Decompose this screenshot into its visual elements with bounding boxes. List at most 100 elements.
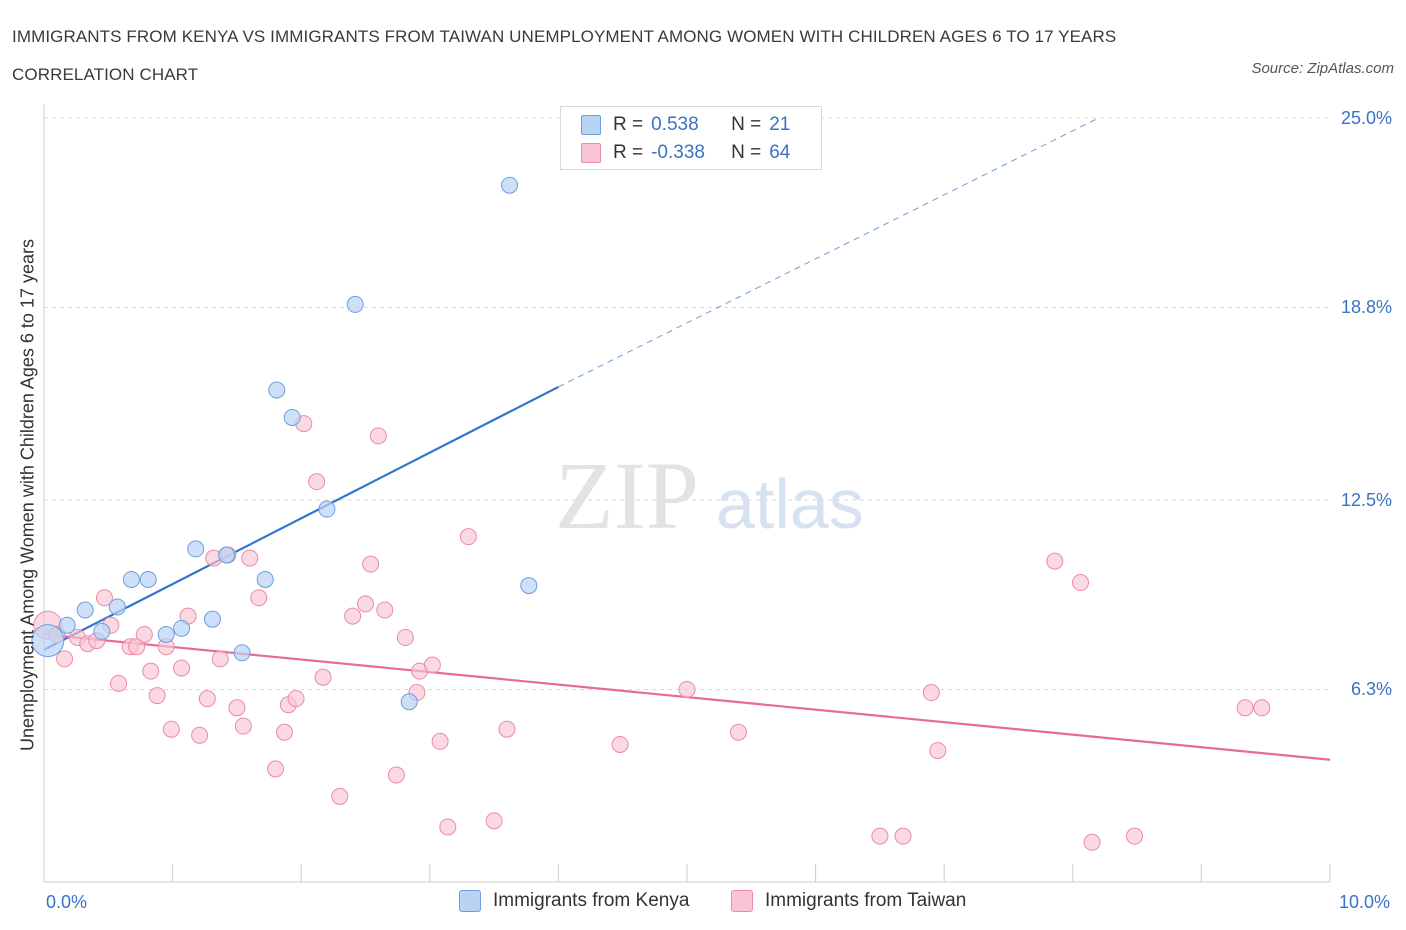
taiwan-point [1126,827,1144,845]
taiwan-point [611,735,629,753]
taiwan-point [266,760,284,778]
taiwan-point [369,427,387,445]
kenya-point [139,570,157,588]
taiwan-point [459,528,477,546]
y-tick-label: 18.8% [1340,297,1392,318]
taiwan-point [331,787,349,805]
legend-n-value: 64 [769,142,791,163]
taiwan-point [1236,699,1254,717]
taiwan-point [344,607,362,625]
taiwan-point [376,601,394,619]
kenya-point [157,625,175,643]
kenya-point [346,295,364,313]
kenya-point [203,610,221,628]
kenya-trend-extension [558,117,1099,388]
taiwan-point [362,555,380,573]
taiwan-point [148,687,166,705]
watermark-atlas: atlas [716,465,864,543]
taiwan-point [357,595,374,613]
taiwan-point [287,690,305,708]
legend-swatch-taiwan [581,143,601,163]
x-tick-label-min: 0.0% [46,892,88,912]
y-tick-label: 12.5% [1340,490,1392,510]
legend-r-label: R = [613,114,644,135]
y-tick-label: 6.3% [1350,679,1392,700]
kenya-point [501,176,519,194]
taiwan-point [1046,552,1064,570]
taiwan-point [128,638,146,656]
taiwan-point [228,699,246,717]
taiwan-point [1253,699,1271,717]
taiwan-point [211,650,229,668]
kenya-point [58,616,76,634]
watermark: ZIP atlas [555,442,864,549]
bottom-legend-swatch-kenya [459,890,481,912]
bottom-legend-swatch-taiwan [731,890,753,912]
taiwan-point [871,827,889,845]
legend-r-value: -0.338 [651,142,705,163]
taiwan-point [234,717,252,735]
taiwan-point [142,662,160,680]
taiwan-point [191,726,209,744]
taiwan-point [929,742,947,760]
taiwan-point [431,732,449,750]
kenya-point [520,577,538,595]
taiwan-point [485,812,503,830]
grid-lines [44,117,1330,690]
y-axis-label: Unemployment Among Women with Children A… [17,239,38,751]
kenya-trend-line [43,385,559,651]
kenya-point [256,570,274,588]
taiwan-point [314,668,332,686]
legend-row-taiwan: R = -0.338 N = 64 [581,141,790,165]
correlation-legend: R = 0.538 N = 21 R = -0.338 N = 64 [560,106,822,170]
legend-r-label: R = [613,142,644,163]
legend-r-value: 0.538 [651,114,699,135]
axes [43,104,1331,883]
taiwan-point [1072,574,1090,592]
kenya-point [108,598,126,616]
taiwan-point [387,766,405,784]
watermark-zip: ZIP [555,442,699,549]
taiwan-point [308,473,326,491]
taiwan-point [56,650,74,668]
trend-lines [43,117,1331,761]
kenya-point [173,619,191,637]
kenya-point [187,540,205,558]
legend-swatch-kenya [581,115,601,135]
taiwan-point [250,589,268,607]
taiwan-point [173,659,191,677]
taiwan-point [894,827,912,845]
data-points [31,176,1271,851]
chart-title: IMMIGRANTS FROM KENYA VS IMMIGRANTS FROM… [12,27,1117,84]
taiwan-point [135,625,153,643]
taiwan-point [678,680,696,698]
taiwan-point [922,684,940,702]
kenya-point [283,408,301,426]
taiwan-point [1083,833,1101,851]
legend-n-label: N = [731,114,762,135]
kenya-point [268,381,286,399]
kenya-point [122,570,140,588]
taiwan-point [498,720,516,738]
kenya-point [400,693,418,711]
kenya-point [233,644,251,662]
legend-row-kenya: R = 0.538 N = 21 [581,113,790,137]
taiwan-point [198,690,216,708]
taiwan-point [110,674,128,692]
taiwan-point [729,723,747,741]
x-tick-label-max: 10.0% [1339,892,1391,912]
taiwan-point [396,629,414,647]
y-tick-label: 25.0% [1340,108,1392,128]
kenya-point [31,624,65,658]
kenya-point [93,622,111,640]
taiwan-point [439,818,457,836]
bottom-legend-label-kenya: Immigrants from Kenya [493,890,690,911]
legend-n-value: 21 [769,114,791,135]
kenya-point [218,546,236,564]
source-label: Source: ZipAtlas.com [1251,60,1394,77]
legend-n-label: N = [731,142,762,163]
bottom-legend-taiwan: Immigrants from Taiwan [731,888,966,914]
taiwan-point [423,656,441,674]
taiwan-point [275,723,293,741]
